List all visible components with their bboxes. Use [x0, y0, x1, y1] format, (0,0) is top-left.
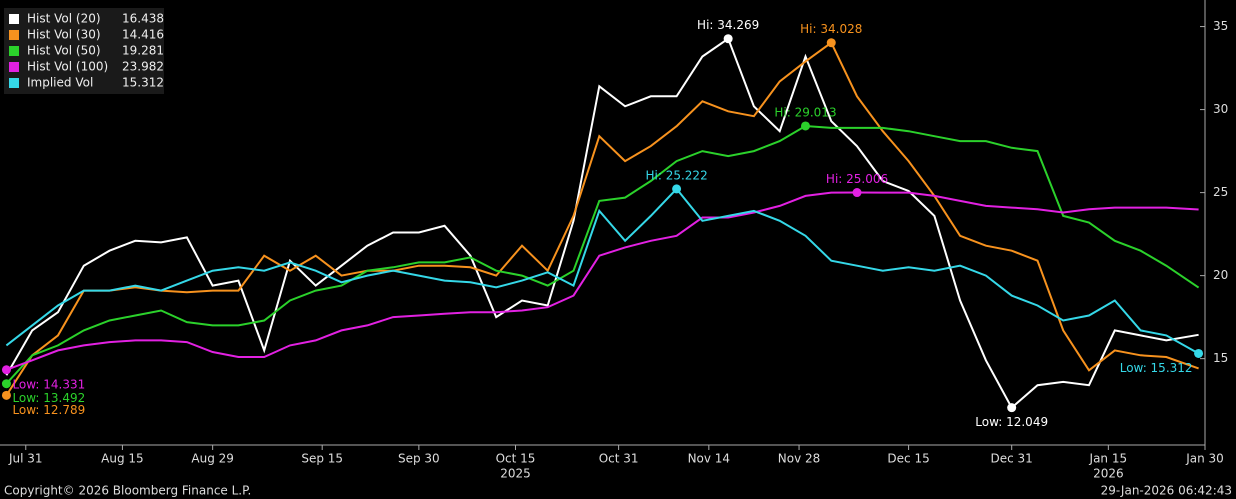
legend-value: 23.982 — [122, 60, 164, 74]
extreme-marker — [1194, 348, 1204, 358]
y-tick-label: 20 — [1213, 268, 1228, 282]
legend-swatch — [9, 30, 19, 40]
extreme-marker — [1, 379, 11, 389]
legend-label: Hist Vol (20) — [27, 12, 101, 26]
x-tick-label: Sep 15 — [301, 452, 343, 466]
x-tick-label: Nov 14 — [688, 452, 731, 466]
extreme-marker — [723, 34, 733, 44]
legend-value: 19.281 — [122, 44, 164, 58]
series-line — [5, 37, 1199, 410]
y-tick-label: 30 — [1213, 102, 1228, 116]
extreme-label: Low: 12.049 — [975, 415, 1048, 429]
extreme-marker — [1007, 403, 1017, 413]
extreme-label: Low: 13.492 — [12, 391, 85, 405]
series-line — [5, 41, 1199, 396]
legend-label: Hist Vol (50) — [27, 44, 101, 58]
legend-swatch — [9, 14, 19, 24]
extreme-label: Low: 15.312 — [1120, 361, 1193, 375]
extreme-marker — [1, 390, 11, 400]
year-label: 2026 — [1093, 467, 1124, 481]
legend-swatch — [9, 62, 19, 72]
legend-value: 15.312 — [122, 76, 164, 90]
timestamp: 29-Jan-2026 06:42:43 — [1101, 484, 1232, 498]
y-tick-label: 35 — [1213, 19, 1228, 33]
x-tick-label: Dec 31 — [991, 452, 1033, 466]
x-tick-label: Jan 30 — [1185, 452, 1224, 466]
year-label: 2025 — [500, 467, 531, 481]
extreme-label: Hi: 29.013 — [774, 105, 836, 119]
extreme-marker — [1, 365, 11, 375]
y-tick-label: 25 — [1213, 185, 1228, 199]
series-line — [5, 187, 1200, 355]
legend-label: Implied Vol — [27, 76, 93, 90]
extreme-label: Hi: 25.006 — [826, 172, 888, 186]
series-line — [5, 124, 1200, 385]
extreme-label: Hi: 25.222 — [646, 168, 708, 182]
legend-label: Hist Vol (100) — [27, 60, 108, 74]
y-tick-label: 15 — [1213, 351, 1228, 365]
x-tick-label: Jul 31 — [8, 452, 43, 466]
extreme-marker — [672, 184, 682, 194]
legend-swatch — [9, 46, 19, 56]
legend-value: 14.416 — [122, 28, 164, 42]
x-tick-label: Aug 29 — [191, 452, 234, 466]
legend-label: Hist Vol (30) — [27, 28, 101, 42]
x-tick-label: Oct 31 — [599, 452, 639, 466]
legend-value: 16.438 — [122, 12, 164, 26]
x-tick-label: Aug 15 — [101, 452, 144, 466]
x-tick-label: Nov 28 — [778, 452, 821, 466]
x-tick-label: Dec 15 — [887, 452, 929, 466]
x-tick-label: Jan 15 — [1089, 452, 1128, 466]
series-line — [6, 191, 1199, 371]
extreme-marker — [800, 121, 810, 131]
extreme-marker — [826, 38, 836, 48]
copyright: Copyright© 2026 Bloomberg Finance L.P. — [4, 484, 251, 498]
extreme-marker — [852, 188, 862, 198]
legend-swatch — [9, 78, 19, 88]
x-tick-label: Oct 15 — [496, 452, 536, 466]
extreme-label: Hi: 34.028 — [800, 22, 862, 36]
extreme-label: Low: 14.331 — [12, 377, 85, 391]
extreme-label: Low: 12.789 — [12, 403, 85, 417]
legend-box — [4, 8, 164, 94]
x-tick-label: Sep 30 — [398, 452, 440, 466]
legend: Hist Vol (20) 16.438 Hist Vol (30) 14.416 Hi… — [4, 8, 164, 94]
extreme-label: Hi: 34.269 — [697, 18, 759, 32]
